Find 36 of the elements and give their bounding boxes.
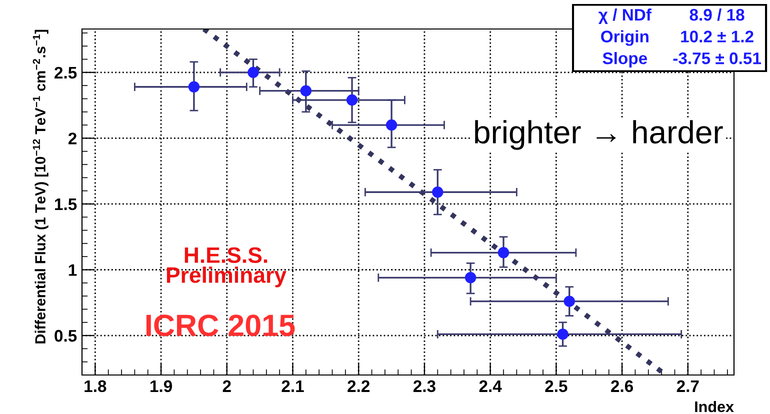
point: [564, 296, 575, 307]
annotation: Slope: [602, 52, 648, 68]
point: [498, 247, 510, 258]
x-tick-label: 2.6: [611, 380, 634, 392]
x-tick-label: 2: [222, 380, 231, 392]
text: 8.9 / 18: [690, 8, 744, 21]
y-tick-label: 1.5: [55, 198, 77, 210]
point: [557, 328, 568, 340]
point: [464, 272, 476, 284]
x-tick-label: 2.4: [479, 380, 502, 392]
annotation: -3.75 ± 0.51: [673, 52, 761, 64]
x-tick-label: 1.8: [84, 380, 106, 392]
point: [386, 119, 398, 131]
point: [248, 66, 259, 78]
point: [300, 85, 312, 96]
x-tick-label: 2.7: [676, 380, 699, 392]
x-axis-title: Index: [695, 400, 734, 412]
text: χ / NDf: [598, 8, 652, 24]
annotation: Origin: [601, 30, 648, 46]
text: Differential Flux (1 TeV) [10$^{−12}$ TeV$^{−1}$ cm$^{−2}$.s$^{−1}$]: [32, 30, 48, 344]
x-tick-label: 2.2: [348, 380, 370, 392]
annotation: 10.2 ± 1.2: [681, 30, 754, 42]
x-tick-label: 2.1: [282, 380, 304, 392]
annotation: ICRC 2015: [146, 314, 295, 336]
annotation: H.E.S.S. Preliminary: [166, 247, 286, 288]
point: [432, 186, 444, 198]
y-tick-label: 1: [68, 264, 77, 276]
y-tick-label: 2: [68, 132, 76, 144]
point: [188, 81, 200, 92]
annotation: brighter → harder: [475, 120, 723, 150]
x-tick-label: 1.9: [150, 380, 172, 392]
y-tick-label: 0.5: [54, 330, 77, 342]
y-tick-label: 2.5: [54, 66, 77, 79]
point: [346, 94, 358, 106]
x-tick-label: 2.5: [545, 380, 568, 392]
x-tick-label: 2.3: [413, 380, 436, 392]
